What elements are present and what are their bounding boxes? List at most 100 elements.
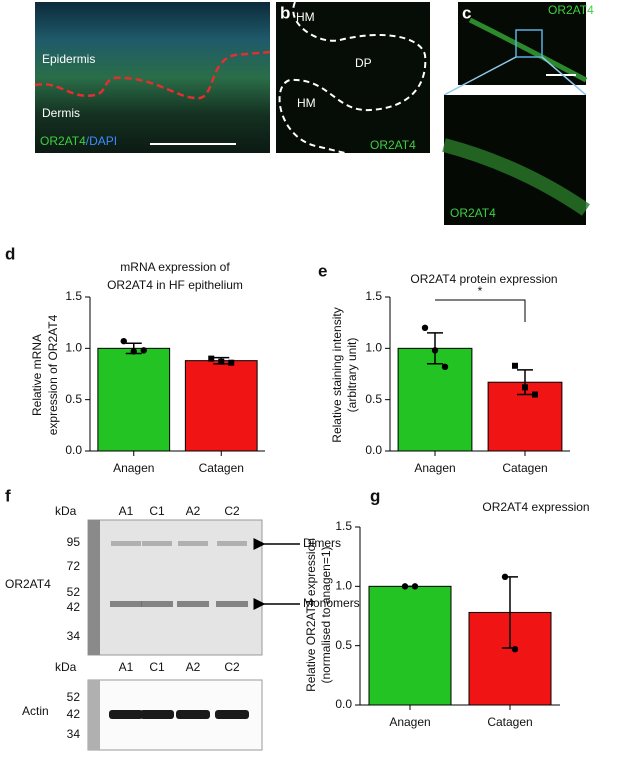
panel-label: b — [280, 3, 290, 22]
data-point — [532, 391, 538, 398]
error-bar — [517, 369, 533, 396]
y-tick-label: 0.0 — [335, 697, 352, 711]
band — [178, 541, 208, 546]
panel-label: g — [370, 486, 380, 505]
lane-label: C2 — [224, 660, 240, 674]
lane-label: C1 — [149, 504, 165, 518]
y-axis-label: (normalised to anagen=1) — [319, 546, 333, 683]
protein-label: OR2AT4 — [5, 577, 51, 591]
band — [141, 601, 173, 607]
data-point — [501, 573, 509, 581]
region-label: HM — [297, 96, 316, 110]
x-tick-label: Anagen — [414, 461, 455, 475]
y-tick-label: 1.5 — [65, 289, 82, 303]
data-point — [401, 583, 409, 590]
band — [110, 601, 142, 607]
marker-label: 42 — [67, 707, 81, 721]
band — [216, 601, 248, 607]
marker-label: 34 — [67, 629, 81, 643]
stain-label: OR2AT4/DAPI — [40, 134, 117, 148]
data-point — [218, 358, 225, 365]
bar — [97, 347, 171, 452]
marker-label: 34 — [67, 727, 81, 741]
lane-label: A2 — [186, 504, 201, 518]
y-tick-label: 0.5 — [65, 392, 82, 406]
y-tick-label: 1.5 — [365, 289, 382, 303]
band-label: Monomers — [303, 596, 360, 610]
chart-title: OR2AT4 expression — [482, 500, 589, 514]
unit-label: kDa — [55, 660, 77, 674]
band-label: Dimers — [303, 536, 341, 550]
marker-label: 95 — [67, 535, 81, 549]
western-blot: f kDa OR2AT4 kDa Actin Dimers Monomers A… — [5, 486, 360, 751]
y-tick-label: 1.0 — [65, 341, 82, 355]
band — [215, 710, 249, 719]
band — [109, 710, 143, 719]
band — [111, 541, 141, 546]
y-axis-label: (arbitrary unit) — [345, 338, 359, 413]
data-point — [522, 384, 528, 391]
micrograph-b: b HM DP HM OR2AT4 — [276, 1, 430, 154]
x-tick-label: Catagen — [199, 461, 244, 475]
x-tick-label: Anagen — [389, 715, 430, 729]
significance-label: * — [478, 284, 483, 298]
y-tick-label: 0.5 — [335, 638, 352, 652]
significance-bracket — [435, 299, 526, 322]
lane-label: A1 — [119, 660, 134, 674]
region-label: DP — [355, 56, 372, 70]
y-tick-label: 1.0 — [335, 579, 352, 593]
y-tick-label: 0.0 — [365, 443, 382, 457]
data-point — [441, 363, 449, 371]
y-axis-label: expression of OR2AT4 — [46, 314, 60, 435]
y-tick-label: 1.5 — [335, 519, 352, 533]
y-tick-label: 0.0 — [65, 443, 82, 457]
lane-label: A1 — [119, 504, 134, 518]
region-label: HM — [296, 10, 315, 24]
marker-label: 52 — [67, 690, 81, 704]
data-point — [511, 646, 519, 653]
data-point — [431, 347, 439, 354]
panel-label: c — [462, 3, 471, 22]
data-point — [140, 347, 147, 354]
x-tick-label: Catagen — [487, 715, 532, 729]
marker-label: 42 — [67, 600, 81, 614]
data-point — [208, 355, 215, 362]
unit-label: kDa — [55, 504, 77, 518]
stain-label: OR2AT4 — [450, 206, 496, 220]
band — [142, 541, 172, 546]
y-tick-label: 1.0 — [365, 341, 382, 355]
marker-label: 72 — [67, 559, 81, 573]
y-axis-label: Relative OR2AT4 expression — [304, 538, 318, 692]
x-tick-label: Anagen — [113, 461, 154, 475]
band — [177, 601, 209, 607]
micrograph-a: a Epidermis Dermis OR2AT4/DAPI — [8, 2, 271, 153]
region-label: Dermis — [42, 106, 80, 120]
chart-title: OR2AT4 protein expression — [410, 272, 557, 286]
bar — [184, 360, 258, 452]
protein-label: Actin — [22, 704, 49, 718]
x-tick-label: Catagen — [502, 461, 547, 475]
y-axis-label: Relative mRNA — [30, 334, 44, 416]
panel-label: d — [5, 244, 15, 263]
data-point — [228, 359, 235, 366]
panel-label: a — [8, 3, 18, 22]
bar — [368, 585, 452, 706]
marker-label: 52 — [67, 585, 81, 599]
chart-title: mRNA expression of — [120, 260, 230, 274]
data-point — [411, 583, 419, 590]
micrograph-c: c OR2AT4 OR2AT4 — [442, 2, 594, 225]
lane-label: A2 — [186, 660, 201, 674]
data-point — [512, 362, 518, 369]
band — [176, 710, 210, 719]
y-axis-label: Relative staining intensity — [330, 307, 344, 442]
data-point — [130, 348, 137, 355]
lane-label: C2 — [224, 504, 240, 518]
band — [140, 710, 174, 719]
data-point — [421, 324, 429, 331]
panel-label: e — [318, 261, 327, 280]
region-label: Epidermis — [42, 52, 95, 66]
y-tick-label: 0.5 — [365, 392, 382, 406]
chart-title: OR2AT4 in HF epithelium — [107, 278, 243, 292]
stain-label: OR2AT4 — [370, 138, 416, 152]
stain-label: OR2AT4 — [548, 3, 594, 17]
